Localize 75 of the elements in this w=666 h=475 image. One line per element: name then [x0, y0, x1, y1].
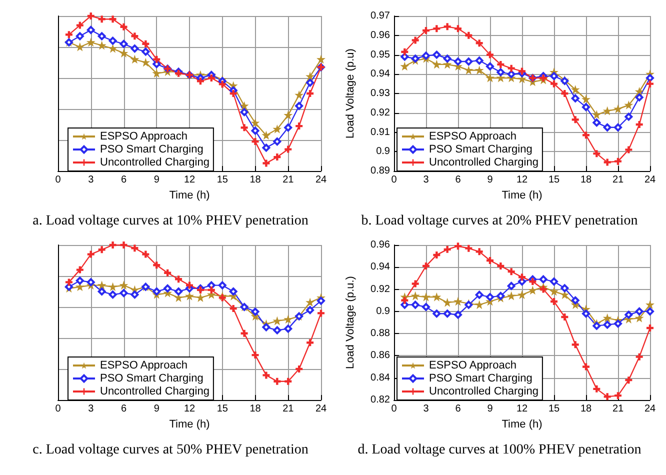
x-tick-label: 9: [154, 174, 160, 186]
x-tick-label: 0: [55, 174, 62, 186]
x-tick-label: 21: [612, 404, 624, 414]
legend-label: ESPSO Approach: [100, 360, 188, 372]
y-tick-label: 0.96: [370, 240, 390, 250]
x-tick-label: 21: [282, 404, 294, 414]
y-tick-label: 0.94: [370, 262, 390, 273]
x-axis-title: Time (h): [502, 418, 542, 430]
x-tick-label: 15: [548, 404, 560, 414]
x-tick-label: 24: [644, 174, 656, 186]
y-tick-label: 0.94: [370, 68, 390, 80]
legend-label: ESPSO Approach: [429, 360, 516, 372]
text: b. Load voltage curves at 20% PHEV penetration: [361, 214, 638, 228]
x-tick-label: 3: [88, 404, 94, 414]
y-tick-label: 0.84: [370, 372, 390, 384]
x-tick-label: 21: [282, 174, 294, 186]
legend-label: ESPSO Approach: [429, 130, 516, 142]
x-tick-label: 18: [580, 404, 592, 414]
x-tick-label: 12: [516, 404, 528, 414]
x-tick-label: 12: [516, 174, 528, 186]
y-axis-title: Load Voltage (p.u.): [344, 276, 356, 369]
x-axis-title: Time (h): [169, 418, 210, 430]
legend-label: Uncontrolled Charging: [429, 156, 538, 168]
y-tick-label: 0.9: [376, 146, 390, 158]
x-tick-label: 3: [423, 174, 430, 186]
text: d. Load voltage curves at 100% PHEV penetration: [358, 442, 642, 458]
x-tick-label: 15: [216, 404, 228, 414]
legend-label: PSO Smart Charging: [100, 144, 204, 156]
y-tick-label: 0.93: [370, 88, 390, 99]
x-tick-label: 24: [644, 404, 656, 414]
legend-label: Uncontrolled Charging: [100, 156, 210, 168]
y-tick-label: 0.92: [370, 107, 390, 118]
legend-label: PSO Smart Charging: [100, 372, 204, 384]
y-tick-label: 0.9: [376, 306, 390, 317]
x-tick-label: 9: [487, 404, 494, 414]
x-tick-label: 15: [216, 174, 228, 186]
x-tick-label: 18: [250, 174, 262, 186]
legend-label: Uncontrolled Charging: [100, 386, 210, 398]
x-tick-label: 24: [315, 404, 327, 414]
y-axis-title: Load Voltage (p.u): [344, 48, 356, 138]
x-axis-title: Time (h): [502, 189, 542, 202]
y-tick-label: 0.95: [370, 49, 390, 60]
x-tick-label: 6: [455, 174, 462, 186]
y-tick-label: 0.92: [370, 284, 390, 295]
legend-label: ESPSO Approach: [100, 130, 188, 142]
x-axis-title: Time (h): [169, 189, 210, 202]
x-tick-label: 15: [548, 174, 560, 186]
x-tick-label: 6: [120, 404, 127, 414]
y-tick-label: 0.88: [370, 328, 390, 340]
x-tick-label: 18: [580, 174, 592, 186]
text: a. Load voltage curves at 10% PHEV penetration: [32, 214, 308, 228]
y-tick-label: 0.86: [370, 350, 390, 362]
legend-label: PSO Smart Charging: [429, 144, 532, 156]
x-tick-label: 9: [154, 404, 160, 414]
x-tick-label: 0: [391, 174, 398, 186]
x-tick-label: 18: [250, 404, 262, 414]
y-tick-label: 0.82: [370, 394, 390, 406]
y-tick-label: 0.91: [370, 126, 390, 138]
text: c. Load voltage curves at 50% PHEV penetration: [32, 442, 308, 458]
x-tick-label: 0: [55, 404, 62, 414]
y-tick-label: 0.97: [370, 10, 390, 22]
y-tick-label: 0.96: [370, 30, 390, 41]
x-tick-label: 3: [88, 174, 94, 186]
legend-label: PSO Smart Charging: [429, 372, 532, 384]
x-tick-label: 6: [120, 174, 127, 186]
x-tick-label: 6: [455, 404, 462, 414]
y-tick-label: 0.89: [370, 166, 390, 176]
x-tick-label: 0: [391, 404, 398, 414]
x-tick-label: 3: [423, 404, 430, 414]
x-tick-label: 12: [184, 404, 196, 414]
x-tick-label: 21: [612, 174, 624, 186]
x-tick-label: 24: [315, 174, 327, 186]
x-tick-label: 9: [487, 174, 494, 186]
x-tick-label: 12: [184, 174, 196, 186]
legend-label: Uncontrolled Charging: [429, 386, 538, 398]
